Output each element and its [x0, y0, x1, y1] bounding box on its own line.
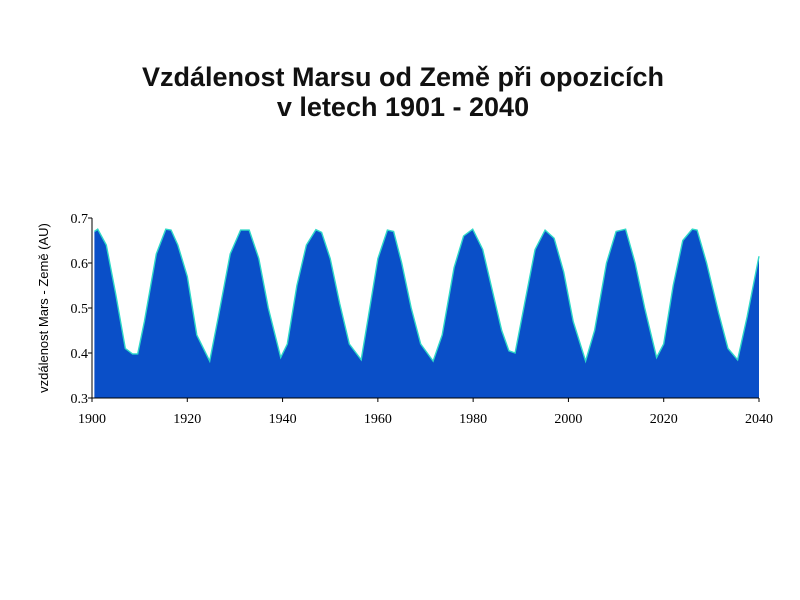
x-tick-label: 1900: [78, 412, 106, 427]
x-tick-label: 2040: [745, 412, 773, 427]
y-tick-label: 0.6: [71, 257, 89, 272]
chart-title: Vzdálenost Marsu od Země při opozicích v…: [0, 62, 800, 122]
x-tick-label: 1920: [173, 412, 201, 427]
y-tick-label: 0.5: [71, 302, 89, 317]
x-tick-label: 1960: [364, 412, 392, 427]
chart-title-line-2: v letech 1901 - 2040: [276, 92, 530, 122]
chart-title-line-1: Vzdálenost Marsu od Země při opozicích: [141, 62, 665, 92]
y-tick-label: 0.4: [71, 347, 89, 362]
x-tick-label: 1940: [269, 412, 297, 427]
series-area: [94, 229, 759, 398]
y-tick-label: 0.7: [71, 212, 89, 227]
x-tick-label: 1980: [459, 412, 487, 427]
x-tick-label: 2020: [650, 412, 678, 427]
y-axis-label: vzdálenost Mars - Země (AU): [36, 223, 51, 393]
series-outline: [93, 228, 760, 364]
y-tick-label: 0.3: [71, 392, 89, 407]
x-tick-label: 2000: [554, 412, 582, 427]
